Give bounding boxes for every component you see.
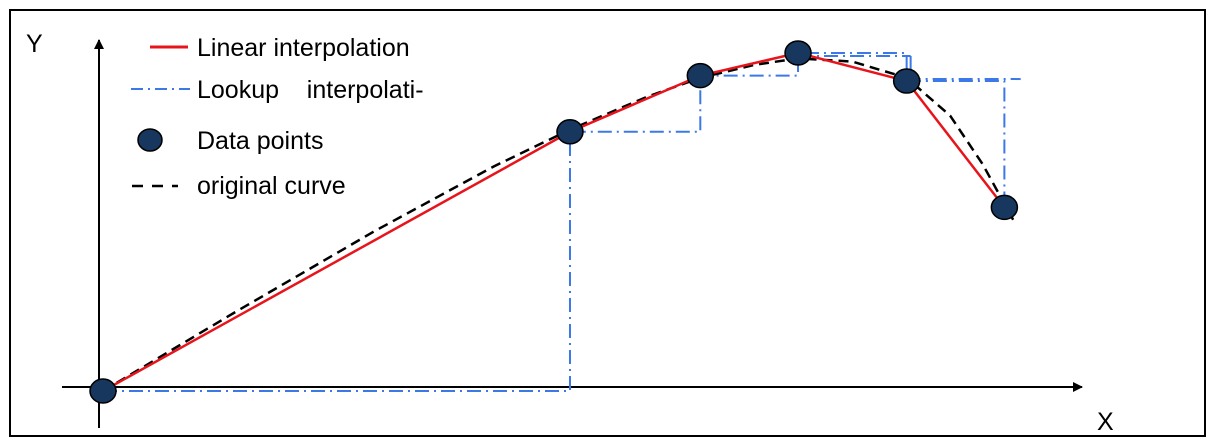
diagram-frame — [9, 9, 1206, 437]
y-axis-label: Y — [26, 30, 43, 58]
legend: Linear interpolation Lookup interpolati-… — [131, 34, 424, 200]
data-point — [784, 40, 812, 66]
lookup-line — [103, 51, 1006, 392]
data-point — [892, 68, 921, 94]
legend-label-lookup: Lookup interpolati- — [197, 76, 424, 104]
data-point — [990, 194, 1019, 221]
original-curve-series — [102, 57, 1017, 393]
data-points-series — [89, 40, 1019, 404]
data-point — [89, 378, 117, 404]
legend-label-points: Data points — [197, 127, 323, 155]
linear-interpolation-series — [102, 51, 1006, 393]
x-axis-label: X — [1097, 408, 1114, 436]
data-point — [556, 119, 584, 145]
original-curve-line — [102, 57, 1017, 393]
legend-swatch-points — [137, 128, 163, 152]
linear-interpolation-line — [102, 51, 1006, 393]
data-point — [686, 62, 715, 89]
legend-label-linear: Linear interpolation — [197, 34, 410, 62]
legend-label-original: original curve — [197, 172, 346, 200]
